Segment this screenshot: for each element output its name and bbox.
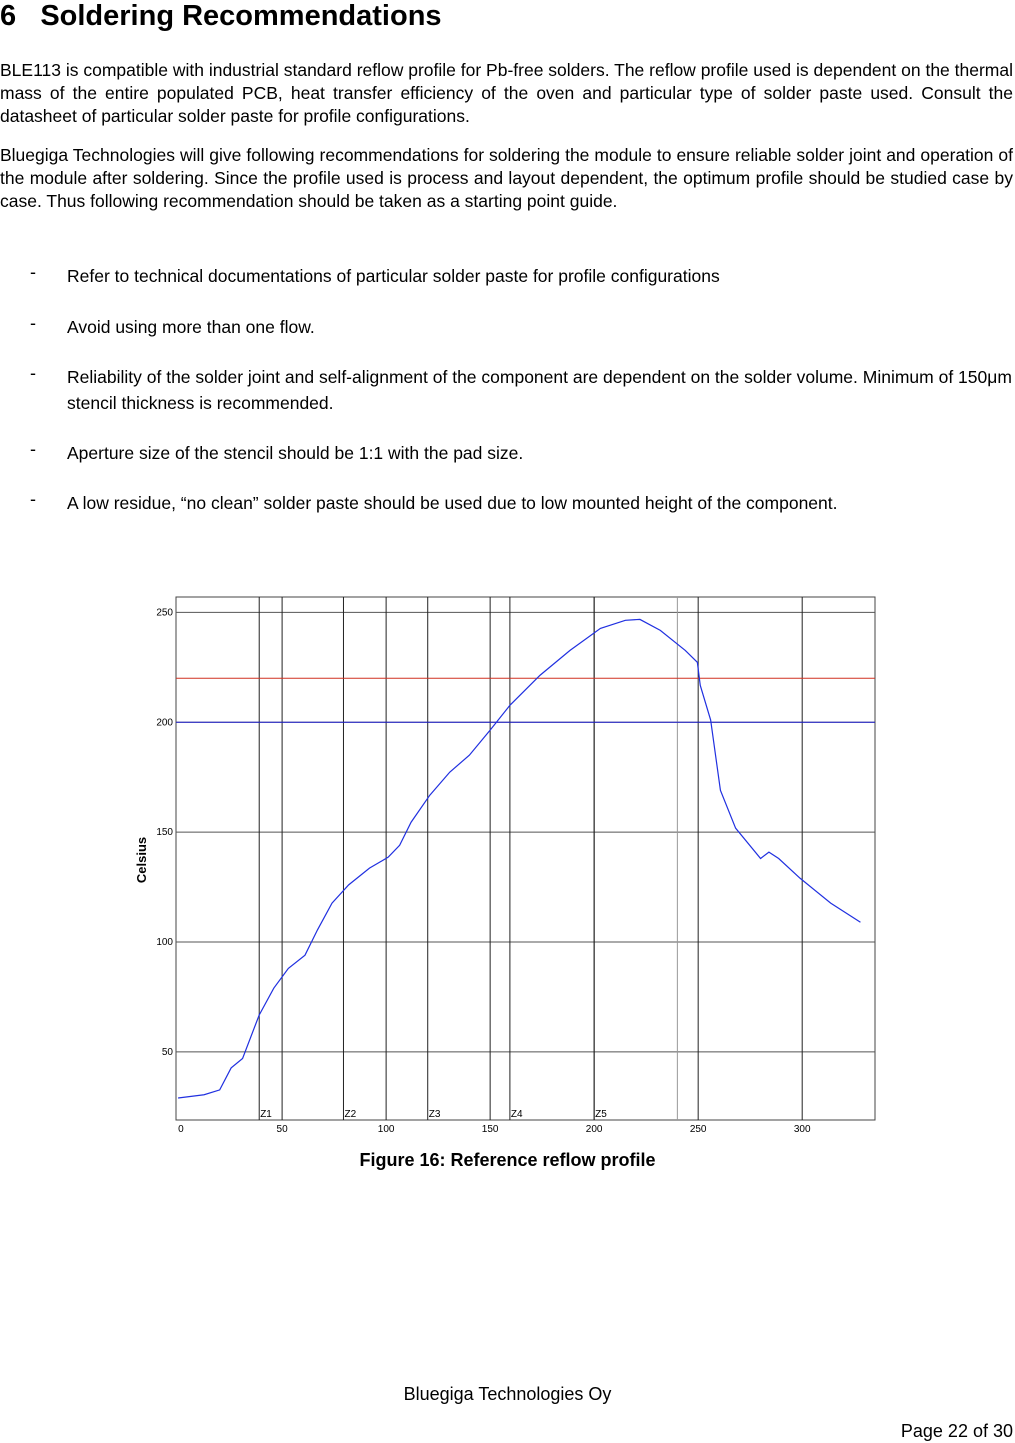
bullet-marker: - [30, 262, 36, 282]
temperature-line [178, 618, 861, 1099]
zone-label: Z1 [260, 1109, 272, 1120]
x-tick-label: 250 [690, 1124, 707, 1135]
bullet-marker: - [30, 439, 36, 459]
section-title: Soldering Recommendations [40, 0, 442, 32]
y-axis-label: Celsius [134, 837, 149, 883]
bullet-marker: - [30, 313, 36, 333]
bullet: A low residue, “no clean” solder paste s… [67, 493, 838, 513]
zone-label: Z5 [595, 1109, 607, 1120]
bullet: Reliability of the solder joint and self… [67, 367, 1012, 413]
chart: Celsius 50 100 150 200 250 0 50 100 150 200 250 300… [134, 596, 876, 1135]
heading: 6 Soldering Recommendations [0, 0, 442, 33]
y-tick-label: 50 [162, 1047, 174, 1058]
bullet: Avoid using more than one flow. [67, 317, 315, 337]
y-tick-label: 250 [156, 607, 173, 618]
footer-company: Bluegiga Technologies Oy [403, 1384, 612, 1404]
y-tick-label: 200 [156, 717, 173, 728]
x-tick-label: 100 [378, 1124, 395, 1135]
y-tick-label: 150 [156, 827, 173, 838]
zone-label: Z3 [429, 1109, 441, 1120]
zone-label: Z4 [511, 1109, 523, 1120]
x-tick-label: 150 [482, 1124, 499, 1135]
caption: Figure 16: Reference reflow profile [359, 1150, 656, 1170]
paragraph: Bluegiga Technologies will give followin… [0, 145, 1013, 211]
bullet: Refer to technical documentations of par… [67, 266, 720, 286]
bullet-marker: - [30, 489, 36, 509]
bullet-marker: - [30, 363, 36, 383]
paragraph: BLE113 is compatible with industrial sta… [0, 60, 1013, 126]
plot-area [175, 596, 876, 1121]
x-tick-label: 50 [277, 1124, 289, 1135]
zone-label: Z2 [344, 1109, 356, 1120]
x-tick-label: 200 [586, 1124, 603, 1135]
bullet: Aperture size of the stencil should be 1… [67, 443, 524, 463]
x-tick-label: 0 [178, 1124, 184, 1135]
section-number: 6 [0, 0, 17, 32]
page-number: Page 22 of 30 [900, 1421, 1013, 1441]
x-tick-label: 300 [794, 1124, 811, 1135]
y-tick-label: 100 [156, 937, 173, 948]
